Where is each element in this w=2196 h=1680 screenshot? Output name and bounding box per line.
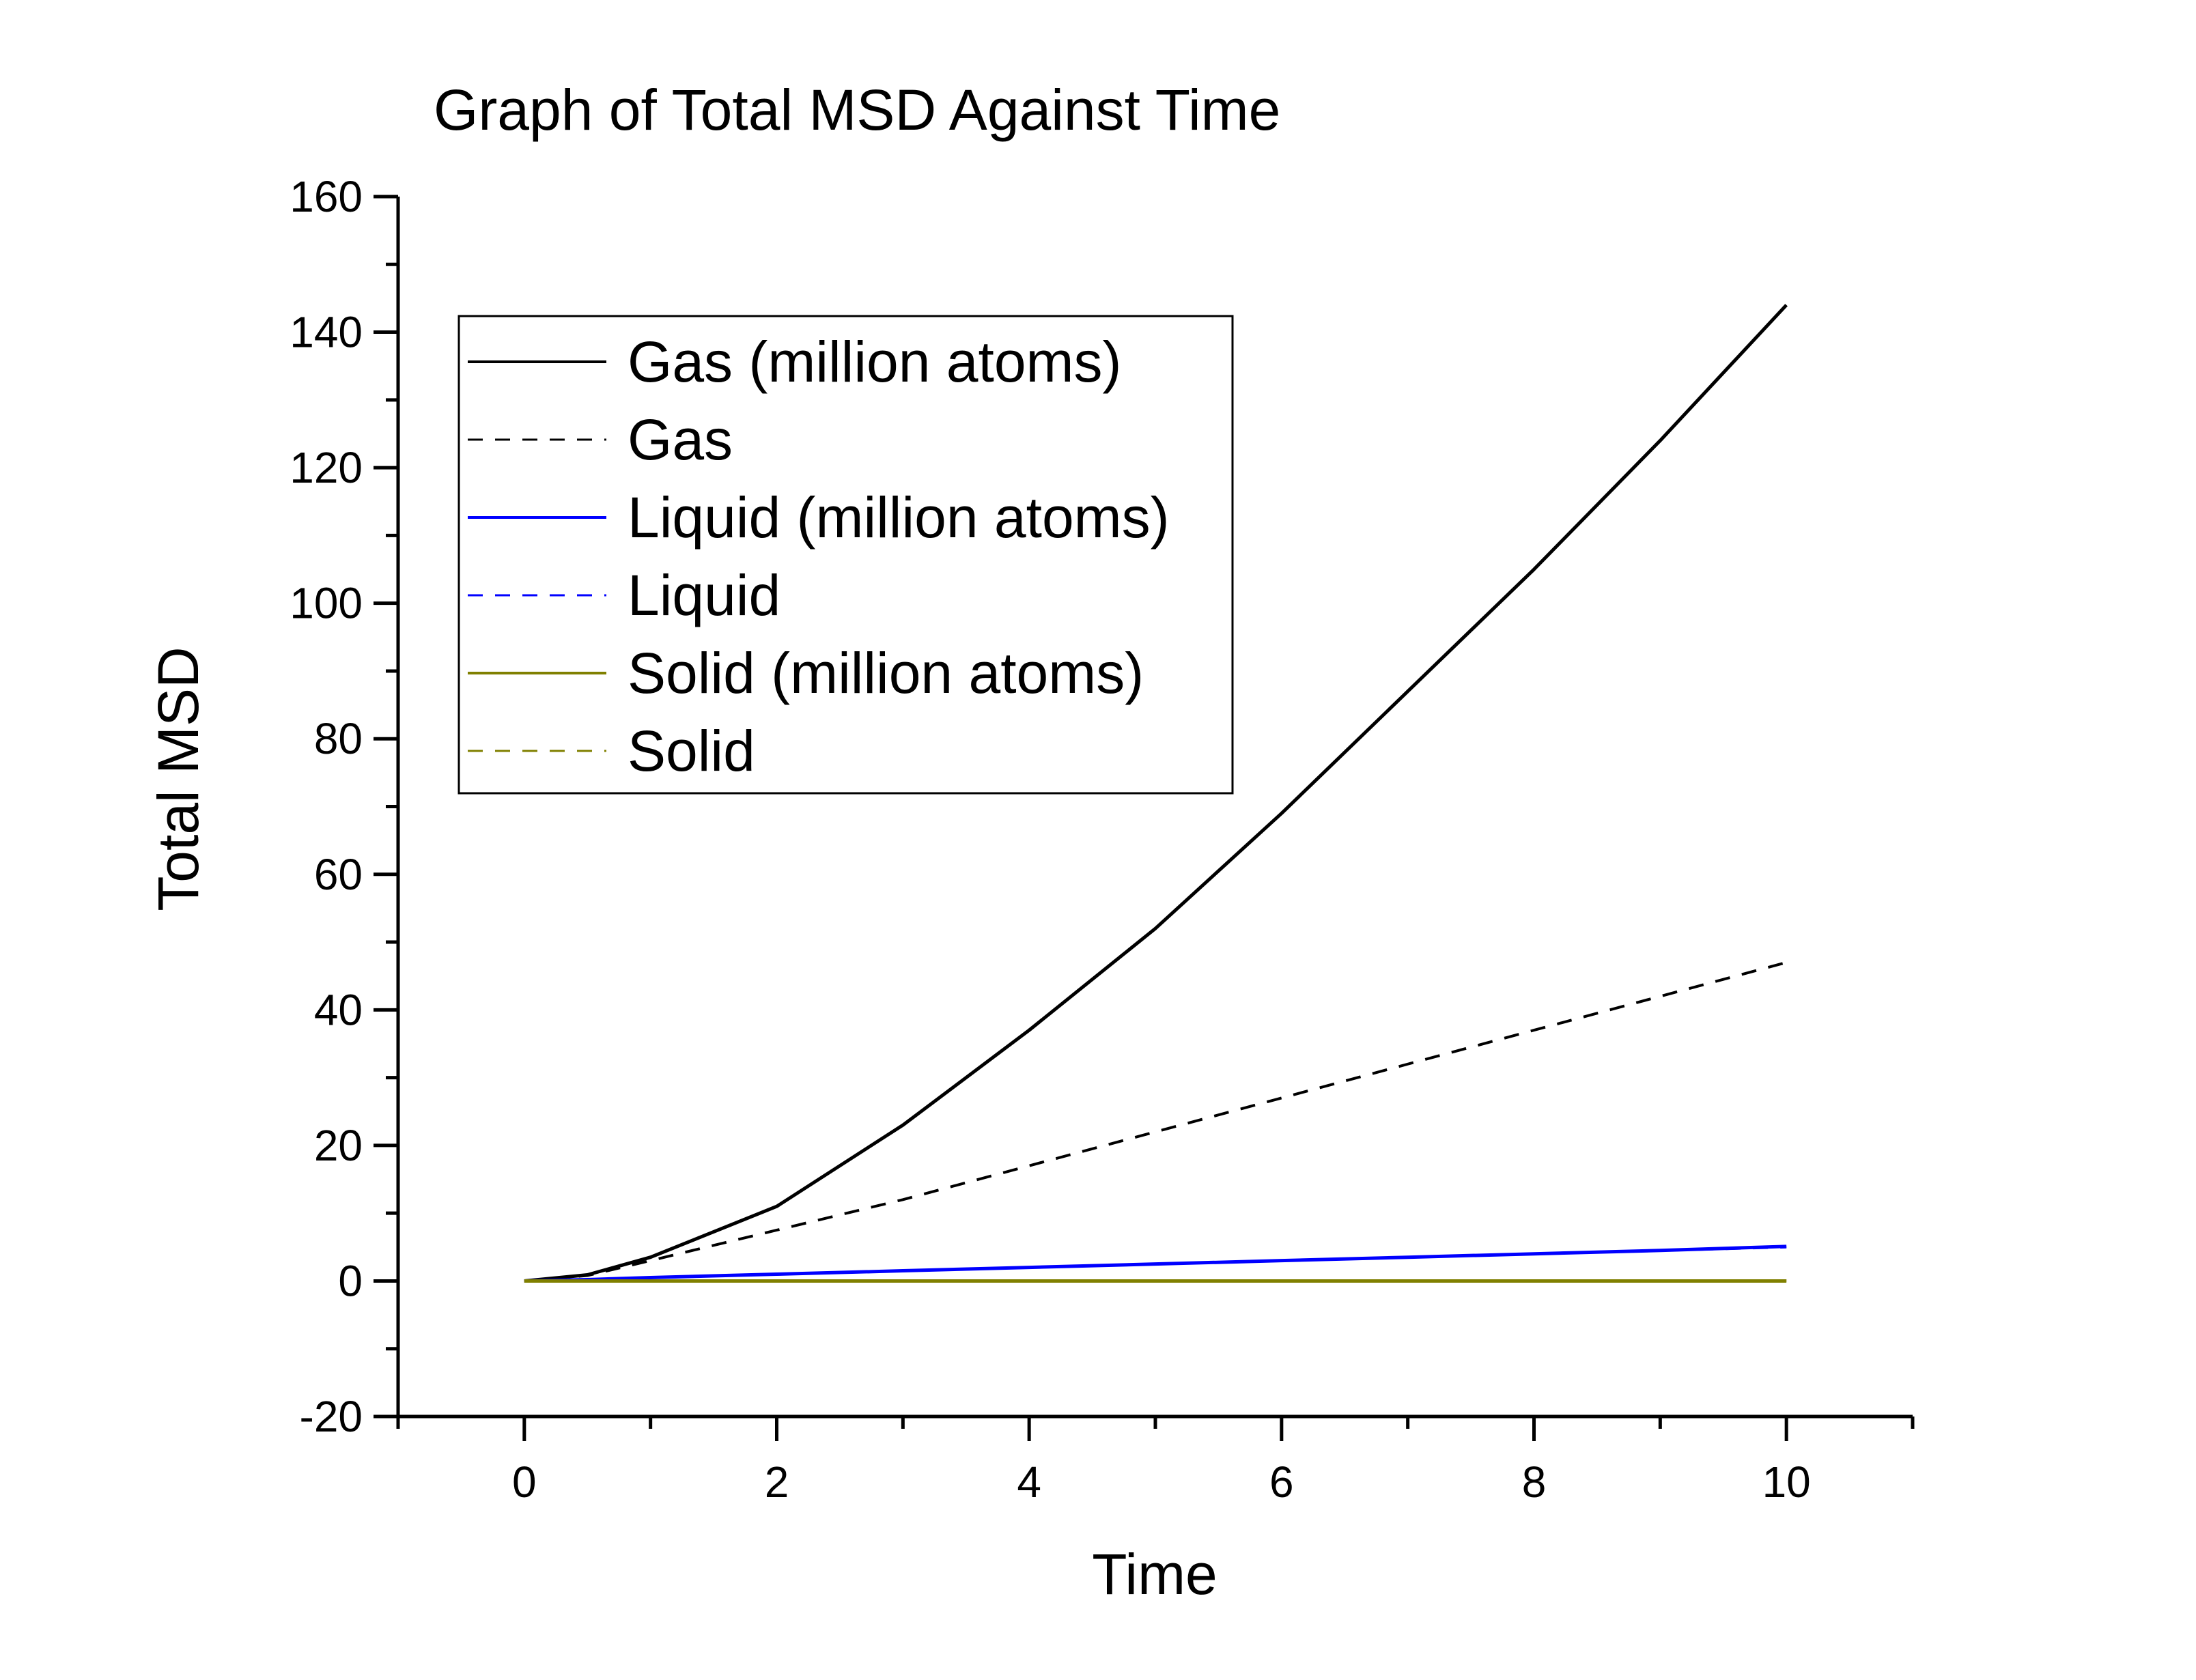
legend-label: Solid [628, 719, 755, 783]
series-group [524, 304, 1788, 1283]
legend-label: Liquid [628, 563, 780, 627]
x-tick-label: 6 [1269, 1457, 1294, 1507]
chart-title: Graph of Total MSD Against Time [434, 78, 1280, 142]
legend-label: Gas [628, 408, 733, 472]
x-tick-label: 4 [1017, 1457, 1041, 1507]
x-axis-label: Time [1092, 1542, 1217, 1606]
y-tick-label: 80 [314, 714, 363, 763]
y-tick-label: 40 [314, 985, 363, 1034]
y-tick-label: 60 [314, 850, 363, 899]
x-tick-label: 8 [1522, 1457, 1547, 1507]
y-tick-label: 120 [290, 443, 363, 492]
y-tick-label: 140 [290, 308, 363, 357]
axes: -20 0 20 40 60 80 100 120 140 160 0 2 4 6 8 10 [290, 172, 1915, 1507]
series-line-liquid [524, 1245, 1787, 1283]
legend-label: Solid (million atoms) [628, 641, 1144, 705]
series-line-gas-million-atoms [524, 304, 1788, 1283]
x-tick-label: 0 [512, 1457, 537, 1507]
x-tick-label: 10 [1762, 1457, 1811, 1507]
y-axis-label: Total MSD [146, 646, 210, 911]
y-tick-label: -20 [300, 1392, 363, 1441]
legend-label: Gas (million atoms) [628, 330, 1121, 394]
legend-label: Liquid (million atoms) [628, 485, 1170, 550]
series-line-gas [524, 960, 1787, 1283]
legend-box [458, 315, 1234, 795]
y-tick-label: 100 [290, 579, 363, 628]
legend: Gas (million atoms) Gas Liquid (million at… [458, 315, 1234, 795]
y-tick-label: 160 [290, 172, 363, 221]
x-tick-label: 2 [765, 1457, 789, 1507]
y-tick-label: 20 [314, 1121, 363, 1170]
y-tick-label: 0 [338, 1256, 363, 1305]
